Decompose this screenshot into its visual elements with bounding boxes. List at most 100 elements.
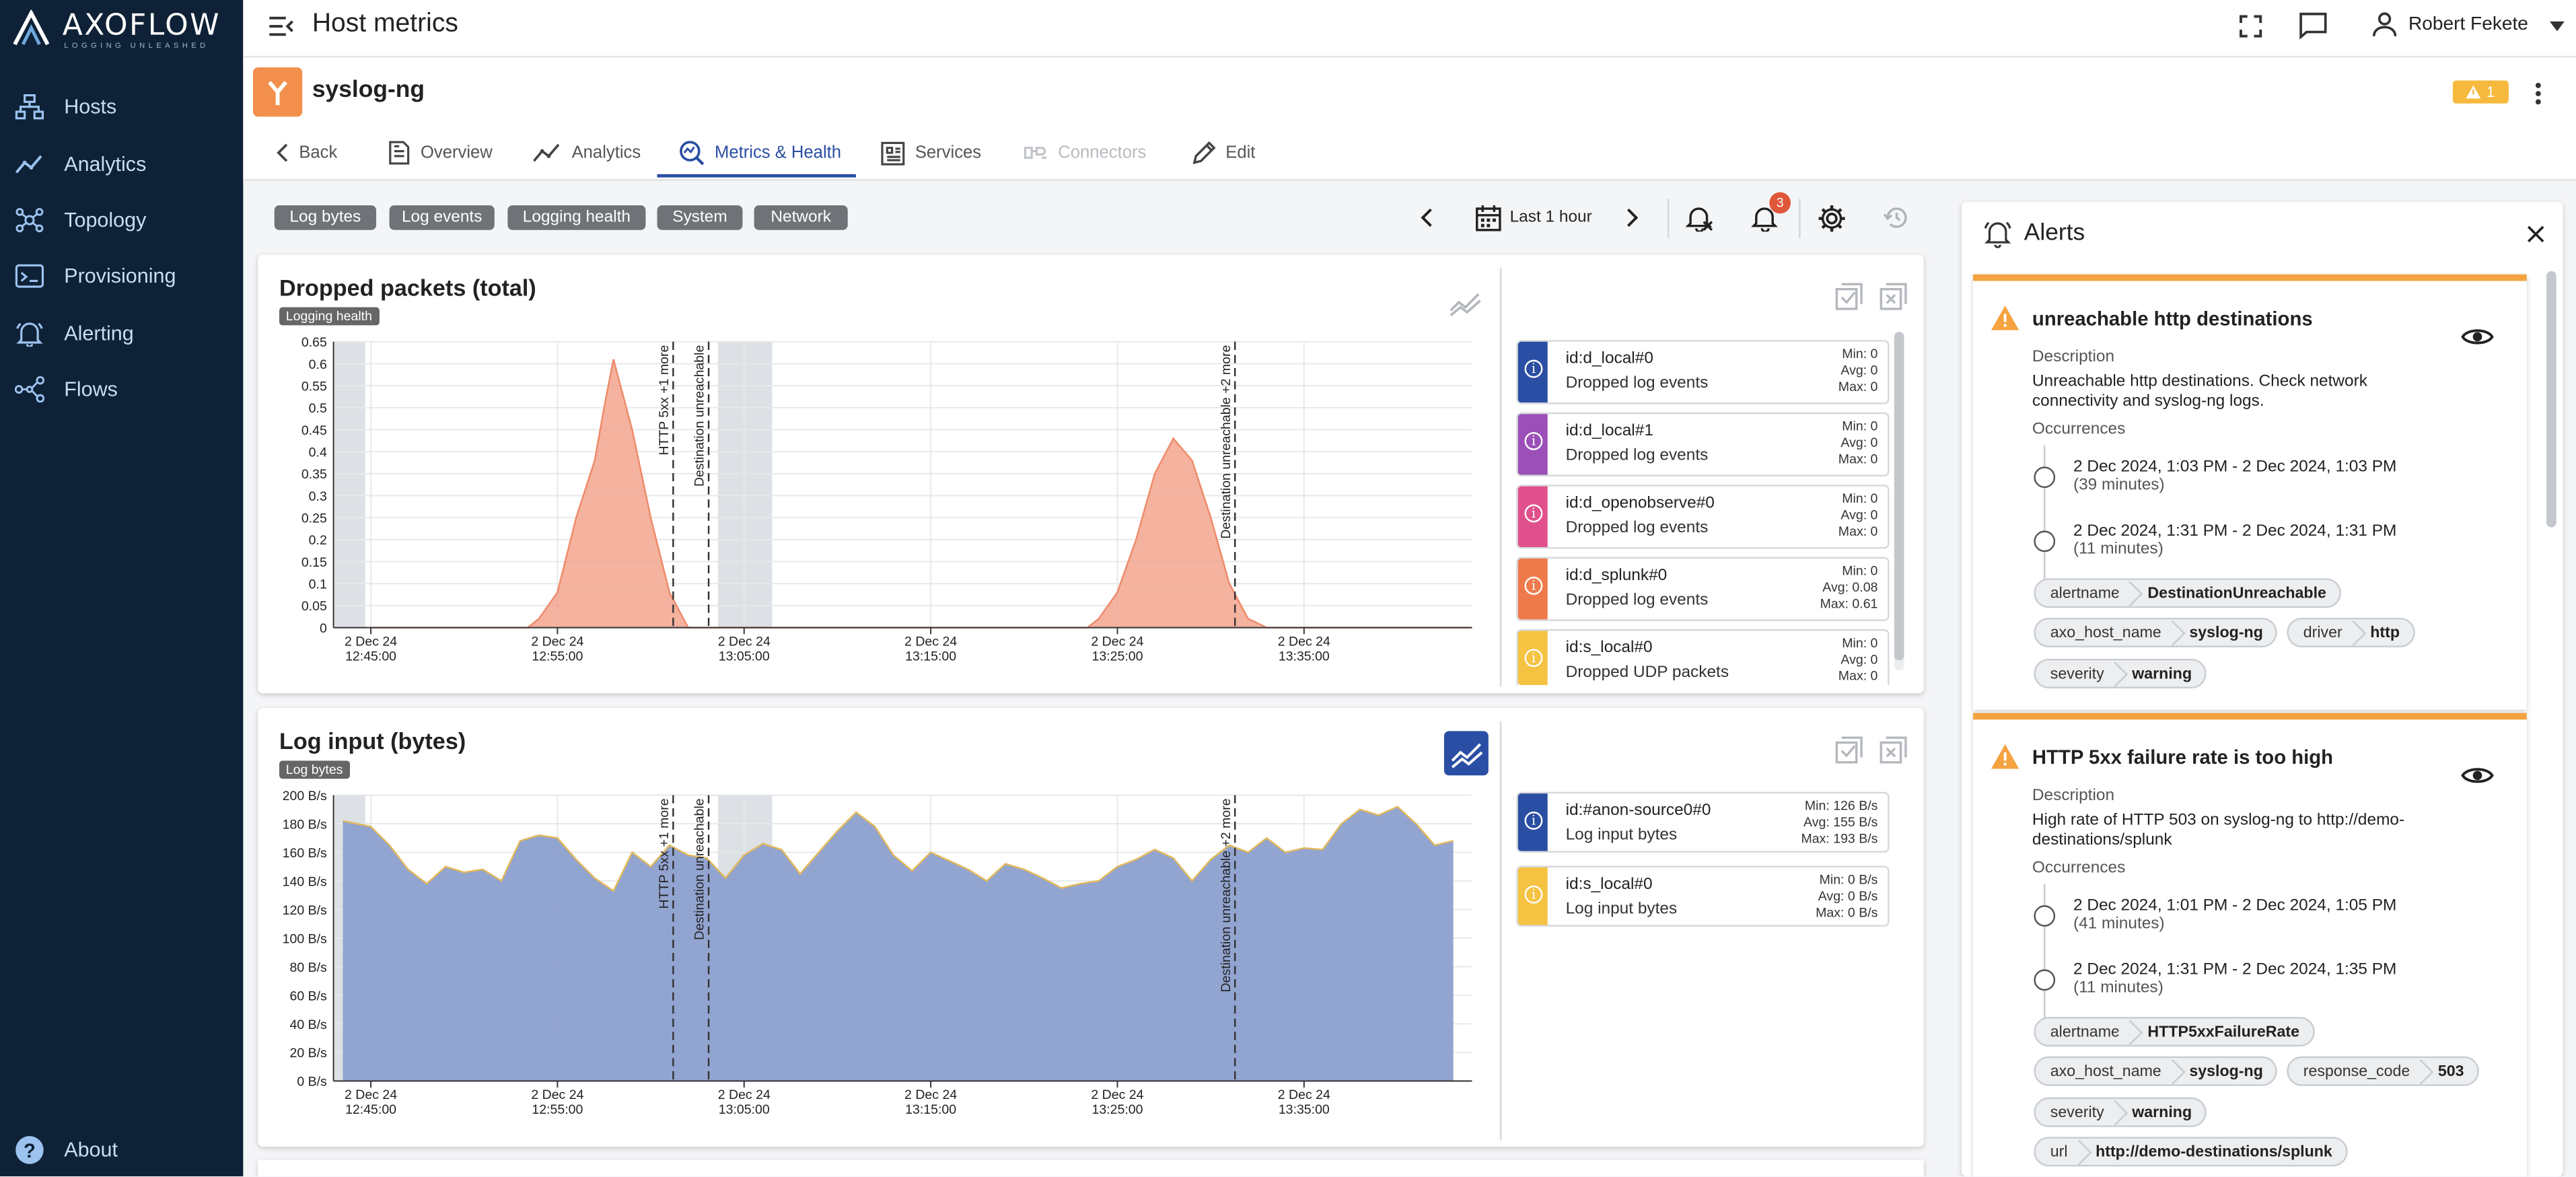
- axoflow-logo[interactable]: AXOFLOW LOGGING UNLEASHED: [13, 8, 236, 50]
- tab-edit[interactable]: Edit: [1191, 128, 1255, 177]
- x-tick-label: 13:25:00: [1092, 1102, 1143, 1117]
- sidebar-item-flows[interactable]: Flows: [0, 365, 243, 414]
- user-name[interactable]: Robert Fekete: [2408, 14, 2528, 35]
- info-icon: i: [1524, 359, 1543, 378]
- reset-history-icon[interactable]: [1883, 204, 1911, 232]
- y-tick-label: 0.1: [309, 577, 327, 592]
- warning-badge[interactable]: 1: [2452, 80, 2509, 104]
- alerts-scrollbar[interactable]: [2546, 271, 2556, 528]
- help-icon: ?: [15, 1136, 44, 1164]
- user-icon[interactable]: [2372, 11, 2397, 38]
- legend-item[interactable]: i id:s_local#0 Dropped UDP packets Min: …: [1516, 629, 1890, 686]
- chevron-left-icon: [277, 143, 288, 162]
- annotation-label: HTTP 5xx +1 more: [657, 798, 672, 908]
- y-tick-label: 0.45: [301, 423, 327, 438]
- info-icon: i: [1524, 812, 1543, 830]
- legend-item[interactable]: i id:d_splunk#0 Dropped log events Min: …: [1516, 557, 1890, 621]
- topology-icon: [15, 208, 44, 233]
- sidebar: AXOFLOW LOGGING UNLEASHED Hosts Analytic…: [0, 0, 244, 1176]
- time-range-select[interactable]: Last 1 hour: [1509, 209, 1592, 227]
- occurrences-label: Occurrences: [2032, 420, 2126, 439]
- x-tick-label: 13:35:00: [1279, 649, 1330, 664]
- warning-icon: [2466, 85, 2482, 99]
- x-tick-label: 2 Dec 24: [1091, 634, 1143, 649]
- close-icon[interactable]: [2527, 225, 2545, 243]
- sidebar-item-hosts[interactable]: Hosts: [0, 82, 243, 131]
- fullscreen-icon[interactable]: [2240, 15, 2262, 38]
- annotation-label: Destination unreachable +2 more: [1219, 798, 1233, 992]
- legend-name: id:s_local#0: [1565, 639, 1653, 657]
- legend-item[interactable]: i id:d_openobserve#0 Dropped log events …: [1516, 485, 1890, 549]
- filter-chip-system[interactable]: System: [657, 205, 743, 230]
- sidebar-item-label: Alerting: [64, 322, 134, 345]
- trend-toggle-button[interactable]: [1443, 731, 1489, 776]
- chat-icon[interactable]: [2298, 11, 2328, 40]
- legend-item[interactable]: i id:d_local#0 Dropped log events Min: 0…: [1516, 340, 1890, 404]
- sidebar-item-alerting[interactable]: Alerting: [0, 309, 243, 358]
- tab-label: Services: [915, 143, 982, 163]
- x-tick-label: 2 Dec 24: [531, 634, 583, 649]
- host-avatar: [252, 67, 303, 117]
- x-tick-label: 13:15:00: [905, 649, 956, 664]
- legend-item[interactable]: i id:s_local#0 Log input bytes Min: 0 B/…: [1516, 865, 1890, 927]
- trend-icon: [1451, 743, 1483, 769]
- timeline-dot: [2034, 969, 2056, 991]
- deselect-all-icon[interactable]: [1880, 283, 1908, 311]
- filter-chip-logging-health[interactable]: Logging health: [507, 205, 646, 230]
- calendar-icon[interactable]: [1475, 204, 1501, 232]
- alerts-bell-icon[interactable]: [1751, 204, 1779, 232]
- warning-icon: [1991, 744, 2019, 769]
- select-all-icon[interactable]: [1835, 736, 1863, 764]
- y-tick-label: 120 B/s: [283, 903, 327, 918]
- log-input-chart[interactable]: 0 B/s 20 B/s 40 B/s 60 B/s 80 B/s 100 B/s 120 …: [258, 774, 1490, 1143]
- timeline-dot: [2034, 905, 2056, 927]
- tab-label: Edit: [1225, 143, 1256, 163]
- eye-icon[interactable]: [2461, 764, 2494, 787]
- y-tick-label: 140 B/s: [283, 874, 327, 889]
- filter-chip-log-events[interactable]: Log events: [389, 205, 495, 230]
- divider: [1667, 199, 1670, 238]
- deselect-all-icon[interactable]: [1880, 736, 1908, 764]
- time-prev-button[interactable]: [1419, 207, 1434, 229]
- dropped-packets-chart[interactable]: 0 0.05 0.1 0.15 0.2 0.25 0.3 0.35 0.4 0.45 0.5 0.55…: [258, 320, 1490, 690]
- tab-services[interactable]: Services: [881, 128, 982, 177]
- alert-window-band: [333, 341, 365, 628]
- sidebar-item-provisioning[interactable]: Provisioning: [0, 252, 243, 301]
- gear-icon[interactable]: [1817, 204, 1847, 234]
- legend-item[interactable]: i id:#anon-source0#0 Log input bytes Min…: [1516, 791, 1890, 853]
- series-area: [343, 806, 1454, 1081]
- warning-icon: [1991, 306, 2019, 330]
- tab-overview[interactable]: Overview: [388, 128, 493, 177]
- more-vert-icon[interactable]: [2535, 82, 2542, 105]
- sidebar-item-analytics[interactable]: Analytics: [0, 140, 243, 189]
- menu-collapse-icon[interactable]: [268, 15, 294, 38]
- time-next-button[interactable]: [1624, 207, 1639, 229]
- info-icon: i: [1524, 885, 1543, 904]
- tab-back[interactable]: Back: [276, 128, 337, 177]
- legend-desc: Dropped UDP packets: [1565, 664, 1729, 682]
- tab-connectors: Connectors: [1022, 128, 1146, 177]
- select-all-icon[interactable]: [1835, 283, 1863, 311]
- alerts-off-icon[interactable]: [1685, 204, 1714, 232]
- analytics-icon: [533, 143, 560, 162]
- tab-metrics-health[interactable]: Metrics & Health: [678, 128, 841, 177]
- legend-item[interactable]: i id:d_local#1 Dropped log events Min: 0…: [1516, 412, 1890, 476]
- chart-title: Log input (bytes): [279, 727, 466, 754]
- svg-text:?: ?: [24, 1140, 36, 1162]
- trend-toggle-icon[interactable]: [1449, 289, 1482, 318]
- legend-scrollbar[interactable]: [1894, 332, 1904, 671]
- sidebar-item-topology[interactable]: Topology: [0, 196, 243, 245]
- filter-chip-network[interactable]: Network: [754, 205, 848, 230]
- sidebar-item-about[interactable]: ? About: [0, 1125, 243, 1174]
- occurrence: 2 Dec 2024, 1:31 PM - 2 Dec 2024, 1:31 P…: [2073, 522, 2397, 559]
- filter-chip-log-bytes[interactable]: Log bytes: [274, 205, 377, 230]
- eye-icon[interactable]: [2461, 325, 2494, 348]
- brand-wordmark: AXOFLOW: [62, 8, 221, 43]
- chevron-down-icon[interactable]: [2549, 21, 2565, 32]
- x-tick-label: 2 Dec 24: [531, 1087, 583, 1102]
- tab-label: Overview: [420, 143, 493, 163]
- tab-analytics[interactable]: Analytics: [532, 128, 641, 177]
- annotation-label: HTTP 5xx +1 more: [657, 345, 672, 456]
- next-chart-card: [258, 1160, 1924, 1176]
- sidebar-item-label: Topology: [64, 209, 147, 232]
